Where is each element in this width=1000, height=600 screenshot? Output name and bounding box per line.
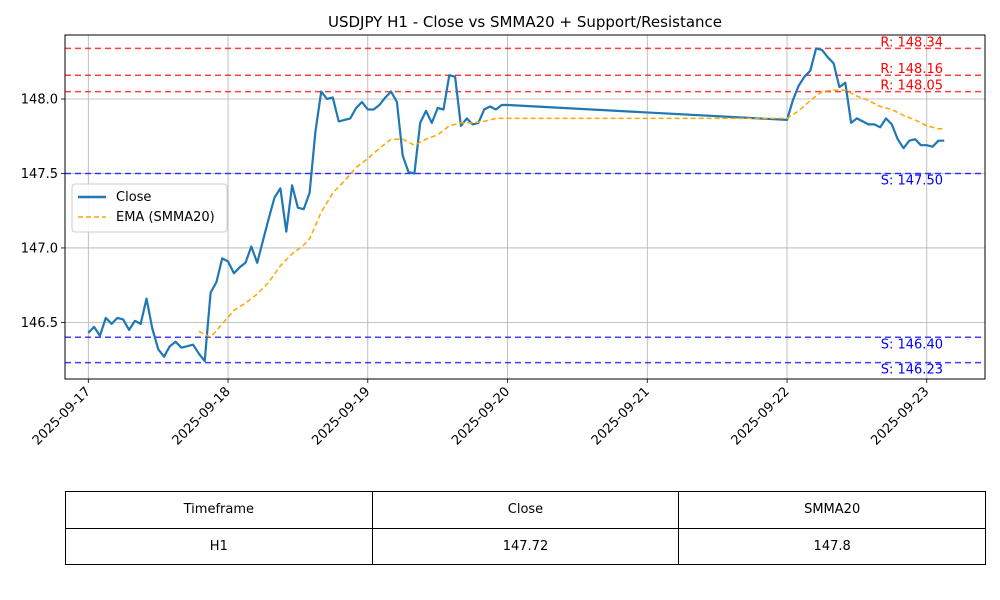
table-row: H1 147.72 147.8 [65,527,986,565]
smma20-series-line [198,89,945,339]
header-close: Close [371,491,680,529]
x-tick-label: 2025-09-18 [170,384,234,448]
resistance-label: R: 148.05 [880,79,943,94]
x-tick-label: 2025-09-20 [449,384,513,448]
cell-timeframe: H1 [65,527,373,565]
header-smma20: SMMA20 [678,491,986,529]
y-tick-label: 147.0 [21,241,58,256]
y-tick-label: 148.0 [21,93,58,108]
x-tick-label: 2025-09-21 [589,384,653,448]
x-tick-label: 2025-09-19 [309,384,373,448]
summary-table: Timeframe Close SMMA20 H1 147.72 147.8 [65,491,986,565]
chart-title: USDJPY H1 - Close vs SMMA20 + Support/Re… [328,13,722,31]
y-axis-ticks: 146.5 147.0 147.5 148.0 [21,93,65,331]
plot-frame [64,34,986,380]
x-tick-label: 2025-09-17 [30,384,94,448]
x-axis-ticks: 2025-09-17 2025-09-18 2025-09-19 2025-09-20… [30,379,932,448]
x-tick-label: 2025-09-23 [868,384,932,448]
cell-smma20: 147.8 [678,527,986,565]
x-tick-label: 2025-09-22 [729,384,793,448]
table-header-row: Timeframe Close SMMA20 [65,491,986,529]
y-tick-label: 146.5 [21,316,58,331]
y-tick-label: 147.5 [21,167,58,182]
cell-close: 147.72 [371,527,680,565]
legend: Close EMA (SMMA20) [71,183,228,233]
support-label: S: 146.23 [881,363,943,378]
legend-label-smma: EMA (SMMA20) [116,210,215,225]
close-series-line [87,47,945,363]
support-label: S: 147.50 [881,173,943,188]
header-timeframe: Timeframe [65,491,373,529]
level-labels: R: 148.34 R: 148.16 R: 148.05 S: 147.50 S: 1… [880,35,943,377]
legend-label-close: Close [116,190,151,205]
support-label: S: 146.40 [881,337,943,352]
chart: USDJPY H1 - Close vs SMMA20 + Support/Re… [21,13,986,448]
series-lines [87,47,945,363]
resistance-label: R: 148.16 [880,62,943,77]
support-resistance-lines [65,47,985,364]
legend-box [71,183,228,233]
resistance-label: R: 148.34 [880,35,943,50]
